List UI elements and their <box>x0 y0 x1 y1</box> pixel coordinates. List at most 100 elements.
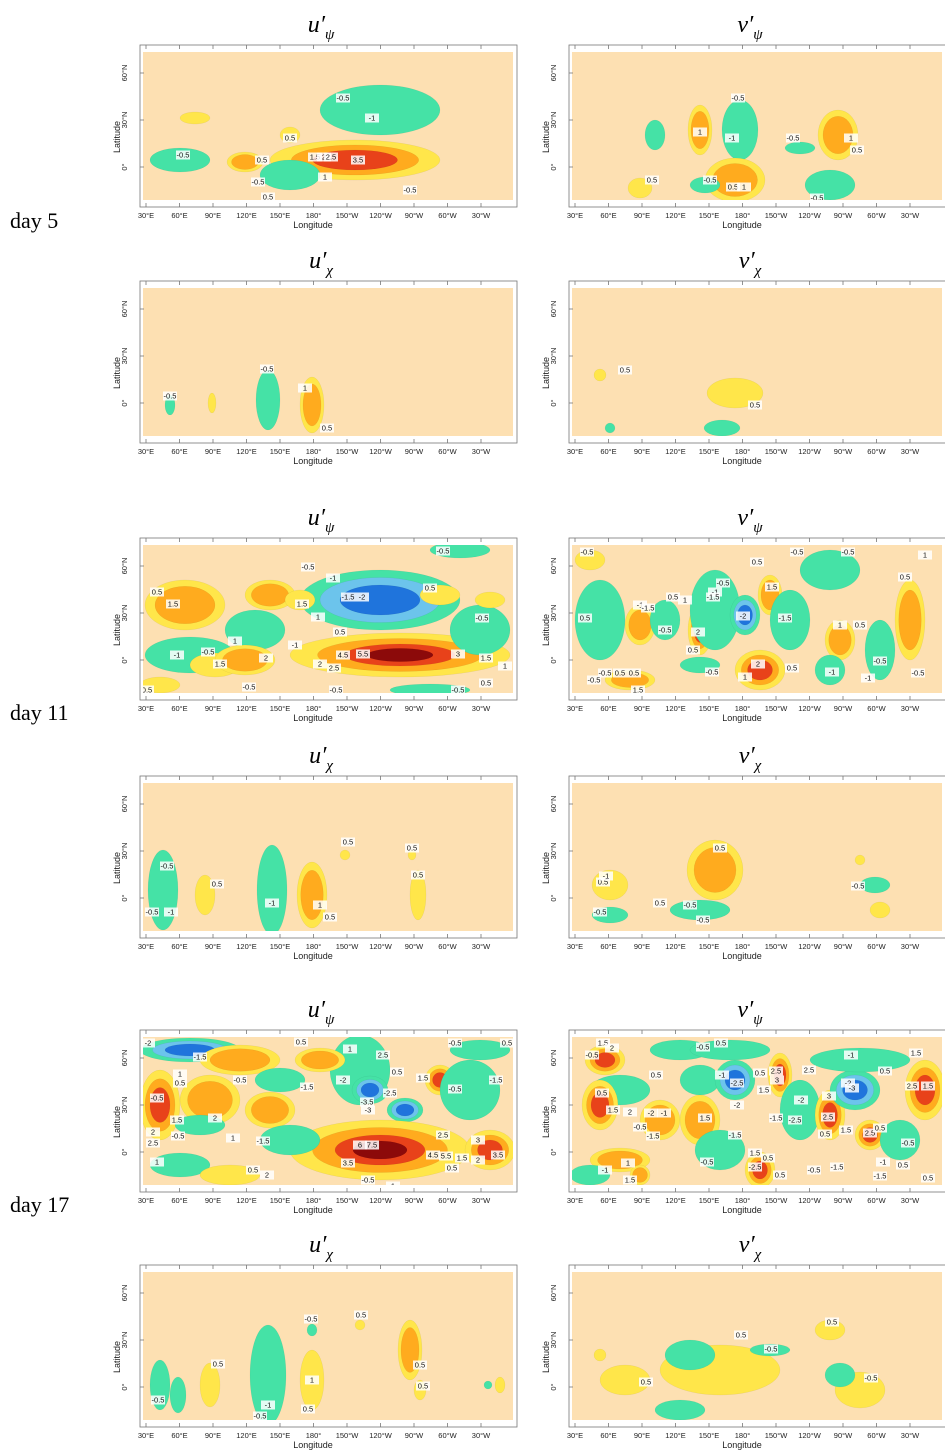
x-tick-label: 120°W <box>369 1196 393 1205</box>
contour-label-box <box>794 1095 808 1105</box>
contour-label-box <box>150 1157 164 1167</box>
contour-label: 1 <box>233 637 237 646</box>
contour-label-box <box>706 592 720 602</box>
anomaly-region <box>649 599 681 641</box>
x-tick-label: 30°W <box>472 1196 491 1205</box>
contour-label-box <box>769 1113 783 1123</box>
x-tick-label: 120°W <box>369 704 393 713</box>
contour-label: -0.5 <box>787 134 800 143</box>
contour-label: 0.5 <box>855 621 865 630</box>
contour-label: -0.5 <box>588 676 601 685</box>
x-tick-label: 120°E <box>236 447 257 456</box>
x-axis-label: Longitude <box>722 951 762 961</box>
contour-label-box <box>627 668 641 678</box>
y-axis-label: Latitude <box>541 1341 551 1373</box>
contour-label: -1 <box>369 114 376 123</box>
contour-label: -2 <box>648 1109 655 1118</box>
x-tick-label: 60°E <box>600 211 616 220</box>
x-tick-label: 120°E <box>665 447 686 456</box>
contour-label: 0.5 <box>447 1164 457 1173</box>
contour-label-box <box>351 155 365 165</box>
contour-label: -0.5 <box>842 548 855 557</box>
contour-label: 0.5 <box>615 669 625 678</box>
contour-label: 2 <box>756 660 760 669</box>
map-area: -2 0.512.5-0.5 0.5-1.510.5 -0.5-1.5-20.51.5… <box>143 1037 513 1185</box>
contour-label-box <box>873 1123 887 1133</box>
contour-label: 3 <box>775 1076 779 1085</box>
contour-label: -0.5 <box>261 365 274 374</box>
contour-label-box <box>873 1171 887 1181</box>
x-tick-label: 120°W <box>798 704 822 713</box>
ocean-background <box>572 288 942 436</box>
x-axis-label: Longitude <box>293 951 333 961</box>
x-tick-label: 60°W <box>438 447 457 456</box>
contour-label-box <box>810 193 824 200</box>
x-tick-label: 30°W <box>901 211 920 220</box>
contour-label-box <box>731 93 745 103</box>
contour-label-box <box>921 1173 935 1183</box>
panel-title: v′χ <box>739 1232 762 1263</box>
contour-label: -0.5 <box>684 901 697 910</box>
contour-label-box <box>448 1038 462 1048</box>
contour-label: -1 <box>848 1051 855 1060</box>
contour-label: -1 <box>269 899 276 908</box>
contour-label: -0.5 <box>161 862 174 871</box>
contour-label-box <box>605 1043 619 1053</box>
contour-label-box <box>413 1360 427 1370</box>
contour-label-box <box>641 603 655 613</box>
contour-label-box <box>578 613 592 623</box>
contour-label-box <box>341 1158 355 1168</box>
contour-label: 1 <box>231 1134 235 1143</box>
contour-label-box <box>708 587 722 597</box>
x-tick-label: 60°W <box>438 1431 457 1440</box>
anomaly-region <box>354 1319 366 1331</box>
contour-label: 0.5 <box>415 1361 425 1370</box>
contour-label-box <box>864 1373 878 1383</box>
title-sub: χ <box>753 263 762 279</box>
anomaly-region <box>254 1067 306 1093</box>
x-tick-label: 60°W <box>867 1431 886 1440</box>
contour-label: 0.5 <box>263 193 273 202</box>
contour-label: 1.5 <box>168 600 178 609</box>
contour-label: -1.5 <box>729 1131 742 1140</box>
contour-label: 1 <box>626 1159 630 1168</box>
contour-label-box <box>260 1170 274 1180</box>
contour-label-box <box>361 1105 375 1115</box>
map-panel: v′χ 0.5 0.5 30°E 60°E 90°E 120°E 150°E 180° 150°W… <box>541 248 945 466</box>
x-axis-label: Longitude <box>293 713 333 723</box>
title-base: u′ <box>308 12 326 38</box>
anomaly-region <box>209 1048 271 1072</box>
y-tick-label: 30°N <box>120 348 129 365</box>
anomaly-region <box>199 1362 221 1408</box>
contour-label-box <box>598 668 612 678</box>
contour-label-box <box>850 145 864 155</box>
anomaly-region <box>251 1096 289 1124</box>
x-tick-label: 90°W <box>834 1196 853 1205</box>
contour-label: -1 <box>330 574 337 583</box>
contour-label: -1 <box>661 1109 668 1118</box>
contour-label-box <box>439 1151 453 1161</box>
x-tick-label: 90°E <box>205 942 221 951</box>
contour-label-box <box>696 915 710 925</box>
anomaly-region <box>256 844 288 931</box>
contour-label: -0.5 <box>811 194 824 203</box>
anomaly-region <box>366 648 434 662</box>
contour-label-box <box>730 1100 744 1110</box>
contour-label: 1.5 <box>598 1039 608 1048</box>
contour-label-box <box>606 1105 620 1115</box>
contour-label: 2 <box>610 1044 614 1053</box>
x-tick-label: 90°W <box>405 942 424 951</box>
x-tick-label: 120°E <box>236 211 257 220</box>
contour-label: -1 <box>174 651 181 660</box>
contour-label-box <box>778 613 792 623</box>
y-axis-label: Latitude <box>112 1106 122 1138</box>
contour-label: -1 <box>829 668 836 677</box>
contour-label: 2.5 <box>329 664 339 673</box>
x-tick-label: 120°W <box>369 447 393 456</box>
contour-label: -0.5 <box>337 94 350 103</box>
contour-label: -1 <box>719 1071 726 1080</box>
contour-label-box <box>896 1160 910 1170</box>
contour-label-box <box>726 182 740 192</box>
contour-label-box <box>580 547 594 557</box>
contour-label-box <box>471 1135 485 1145</box>
